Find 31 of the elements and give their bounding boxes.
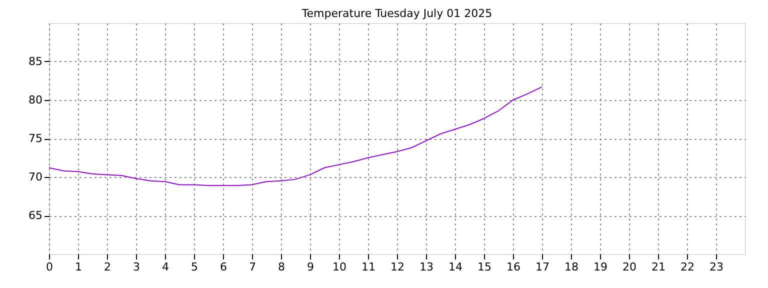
x-tick-label: 14 [448, 260, 462, 274]
x-tick-label: 2 [104, 260, 111, 274]
x-tick-label: 8 [278, 260, 285, 274]
x-tick-label: 6 [220, 260, 227, 274]
x-tick-label: 11 [362, 260, 376, 274]
x-tick-label: 12 [390, 260, 404, 274]
x-tick-label: 13 [420, 260, 434, 274]
y-tick-label: 75 [28, 132, 42, 145]
x-tick-label: 3 [133, 260, 140, 274]
x-tick-label: 9 [307, 260, 314, 274]
x-tick-label: 22 [680, 260, 694, 274]
x-tick-label: 5 [191, 260, 198, 274]
x-tick-label: 19 [594, 260, 608, 274]
y-tick-label: 85 [28, 55, 42, 68]
y-tick-label: 80 [28, 94, 42, 106]
x-tick-label: 4 [162, 260, 169, 274]
x-tick-label: 1 [75, 260, 82, 274]
x-tick-label: 15 [478, 260, 492, 274]
x-tick-label: 16 [506, 260, 520, 274]
x-tick-label: 18 [564, 260, 578, 274]
x-tick-label: 0 [46, 260, 53, 274]
x-tick-label: 21 [652, 260, 666, 274]
x-tick-label: 20 [622, 260, 636, 274]
x-tick-label: 23 [710, 260, 724, 274]
chart-title: Temperature Tuesday July 01 2025 [300, 7, 492, 20]
x-tick-label: 17 [536, 260, 550, 274]
x-tick-label: 7 [249, 260, 256, 274]
y-tick-label: 70 [28, 170, 42, 184]
x-tick-label: 10 [332, 260, 346, 274]
y-tick-label: 65 [28, 209, 42, 222]
line-series [48, 86, 542, 186]
